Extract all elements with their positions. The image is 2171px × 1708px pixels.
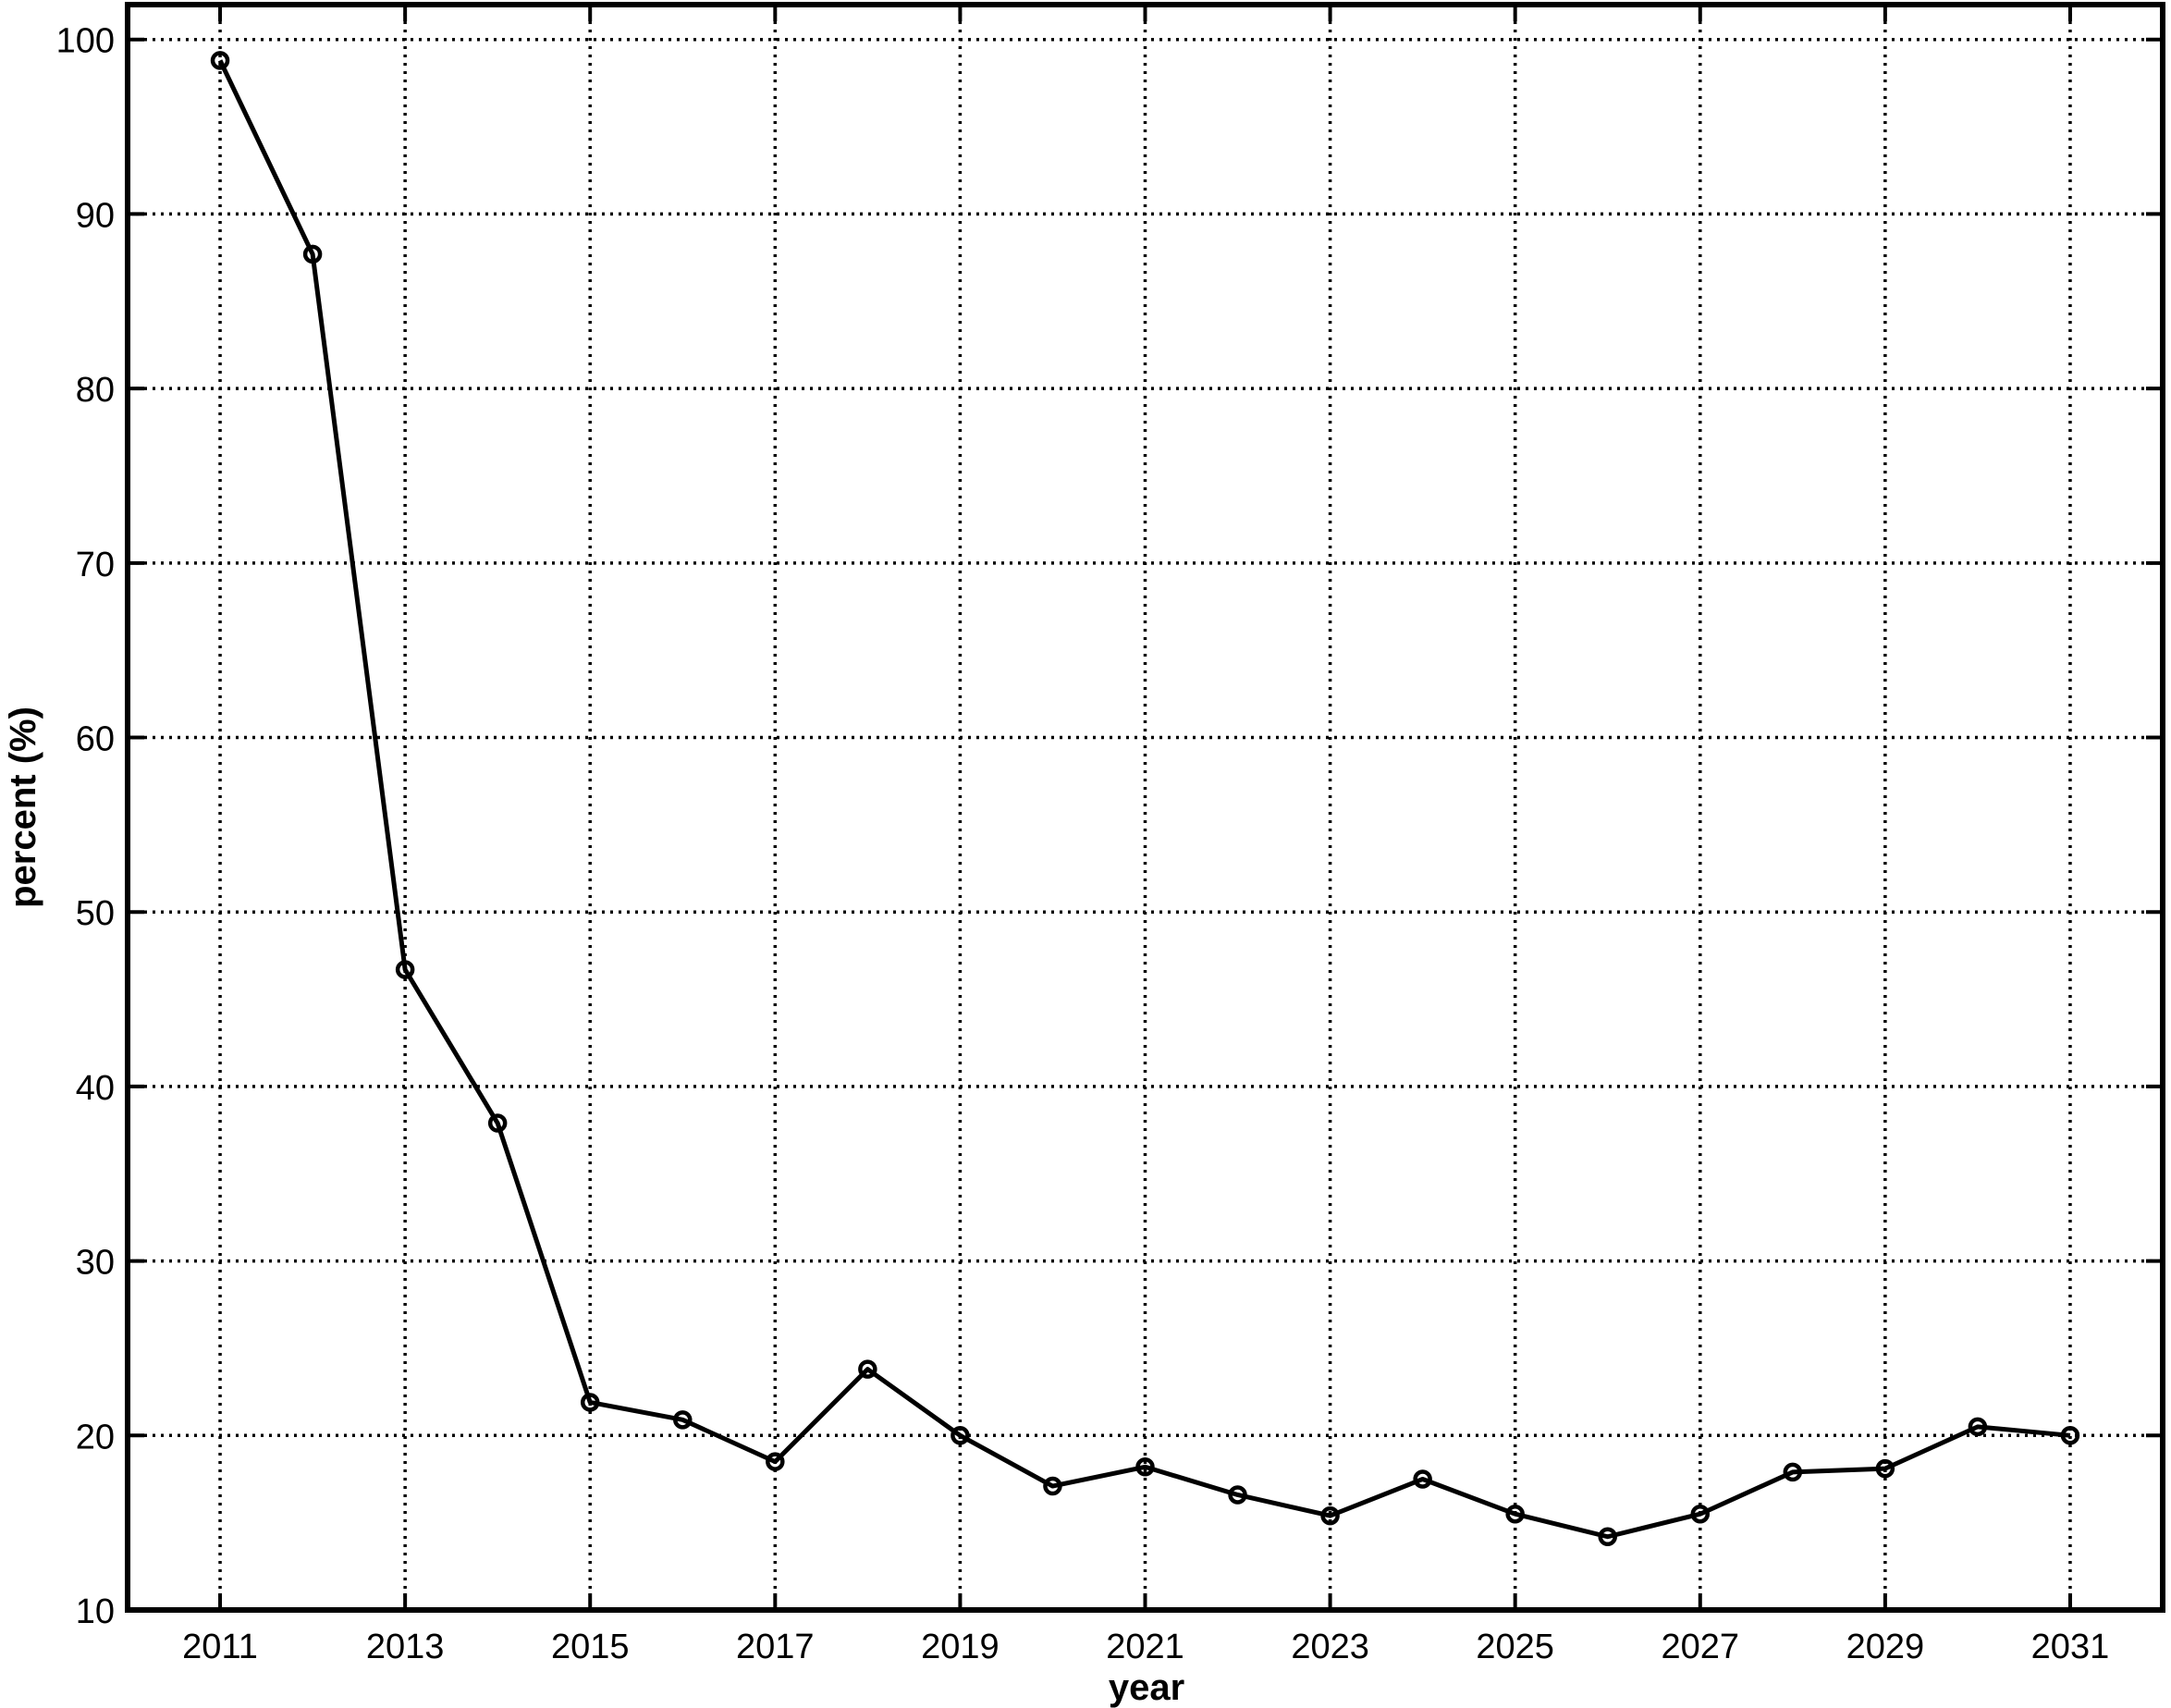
data-point xyxy=(1320,1505,1340,1526)
y-tick-label: 50 xyxy=(76,894,115,933)
data-point xyxy=(1135,1457,1155,1477)
x-tick-label: 2027 xyxy=(1661,1628,1739,1666)
x-axis-label: year xyxy=(1109,1667,1184,1708)
data-point xyxy=(951,1426,970,1445)
x-tick-label: 2011 xyxy=(182,1628,258,1666)
x-tick-label: 2015 xyxy=(551,1628,630,1666)
x-tick-label: 2031 xyxy=(2031,1628,2110,1666)
x-tick-label: 2013 xyxy=(366,1628,445,1666)
data-point xyxy=(1690,1504,1711,1524)
y-tick-label: 40 xyxy=(76,1069,115,1108)
data-point xyxy=(1968,1417,1988,1437)
data-point xyxy=(210,51,230,70)
y-tick-label: 20 xyxy=(76,1418,115,1456)
data-point xyxy=(766,1452,785,1471)
y-tick-label: 70 xyxy=(76,546,115,584)
data-point xyxy=(395,960,415,979)
x-tick-label: 2023 xyxy=(1291,1628,1369,1666)
series-line xyxy=(217,59,2071,1540)
data-point xyxy=(302,244,323,264)
data-point xyxy=(858,1359,877,1379)
data-point xyxy=(1875,1458,1895,1479)
data-point xyxy=(580,1393,600,1412)
y-tick-label: 30 xyxy=(76,1244,115,1283)
grid xyxy=(128,5,2163,1610)
y-tick-label: 60 xyxy=(76,720,115,759)
y-tick-label: 80 xyxy=(76,371,115,410)
data-point xyxy=(1043,1476,1062,1496)
x-tick-label: 2021 xyxy=(1106,1628,1184,1666)
x-tick-label: 2017 xyxy=(736,1628,815,1666)
x-tick-label: 2025 xyxy=(1476,1628,1554,1666)
y-tick-label: 100 xyxy=(56,22,115,61)
data-point xyxy=(487,1113,508,1133)
y-tick-label: 10 xyxy=(76,1592,115,1631)
series xyxy=(210,51,2080,1546)
y-tick-label: 90 xyxy=(76,196,115,235)
x-tick-label: 2029 xyxy=(1846,1628,1925,1666)
data-point xyxy=(1228,1485,1247,1505)
data-point xyxy=(1783,1462,1803,1482)
data-point xyxy=(1413,1469,1432,1489)
data-point xyxy=(673,1410,693,1430)
data-point xyxy=(1598,1527,1617,1546)
x-tick-label: 2019 xyxy=(921,1628,1000,1666)
plot-frame xyxy=(125,2,2165,1613)
data-point xyxy=(1505,1504,1525,1524)
data-point xyxy=(2060,1426,2080,1445)
tick-marks xyxy=(128,5,2163,1612)
tick-labels: 2011 2013 2015 2017 2019 2021 2023 2025 2027 2029… xyxy=(56,22,2110,1666)
y-axis-label: percent (%) xyxy=(3,707,43,908)
